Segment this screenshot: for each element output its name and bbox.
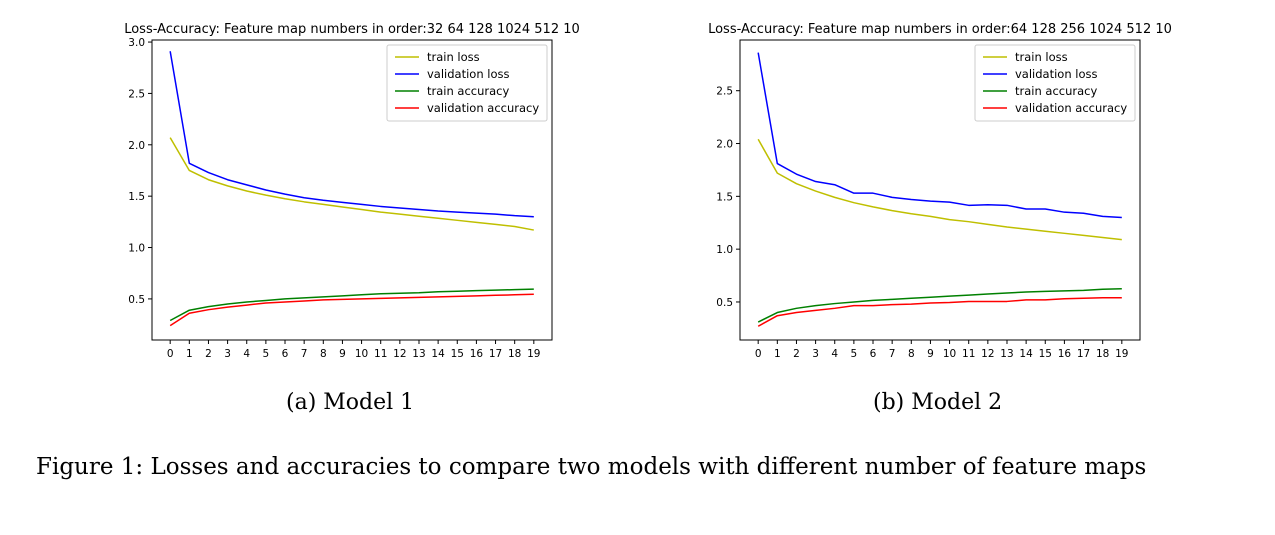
y-tick-label: 2.0	[716, 139, 733, 151]
x-tick-label: 8	[320, 348, 327, 360]
y-tick-label: 0.5	[716, 297, 733, 309]
legend-label-validation-loss: validation loss	[427, 67, 510, 81]
figure-caption: Figure 1: Losses and accuracies to compa…	[36, 454, 1147, 480]
x-tick-label: 18	[508, 348, 521, 360]
series-lines-group	[169, 51, 534, 327]
legend-label-train-loss: train loss	[427, 50, 480, 64]
series-lines-group	[757, 52, 1122, 327]
x-tick-label: 9	[927, 348, 934, 360]
x-tick-label: 17	[489, 348, 502, 360]
y-tick-label: 1.0	[128, 243, 145, 255]
x-tick-label: 5	[851, 348, 858, 360]
legend-label-validation-accuracy: validation accuracy	[1015, 101, 1127, 115]
x-tick-label: 4	[243, 348, 250, 360]
x-tick-label: 2	[793, 348, 800, 360]
x-tick-label: 0	[755, 348, 762, 360]
x-tick-label: 0	[167, 348, 174, 360]
x-tick-label: 7	[889, 348, 896, 360]
legend-label-train-accuracy: train accuracy	[1015, 84, 1098, 98]
y-tick-label: 2.5	[128, 88, 145, 100]
y-tick-label: 3.0	[128, 37, 145, 49]
y-tick-label: 1.0	[716, 244, 733, 256]
plot-frame	[739, 39, 1141, 341]
ticks-group: 0 1 2 3 4 5 6 7 8 9 10 11 12 13 14 15 16 17 18 190.51.01.52…	[128, 37, 540, 360]
x-tick-label: 8	[908, 348, 915, 360]
x-tick-label: 4	[831, 348, 838, 360]
x-tick-label: 6	[870, 348, 877, 360]
x-tick-label: 2	[205, 348, 212, 360]
y-tick-label: 0.5	[128, 294, 145, 306]
x-tick-label: 5	[263, 348, 270, 360]
x-tick-label: 13	[412, 348, 425, 360]
x-tick-label: 18	[1096, 348, 1109, 360]
x-tick-label: 1	[186, 348, 193, 360]
x-tick-label: 16	[1058, 348, 1072, 360]
subcaption-model-2: (b) Model 2	[873, 390, 1003, 415]
x-tick-label: 6	[282, 348, 289, 360]
legend: train loss validation loss train accuracy v…	[386, 44, 548, 122]
legend-box	[974, 44, 1136, 122]
x-tick-label: 3	[812, 348, 819, 360]
y-tick-label: 1.5	[716, 191, 733, 203]
series-line-train-loss	[757, 138, 1122, 241]
ticks-group: 0 1 2 3 4 5 6 7 8 9 10 11 12 13 14 15 16 17 18 190.51.01.52…	[716, 86, 1128, 360]
x-tick-label: 19	[527, 348, 540, 360]
series-line-validation-accuracy	[757, 297, 1122, 327]
chart-title: Loss-Accuracy: Feature map numbers in or…	[708, 22, 1172, 37]
series-line-validation-accuracy	[169, 293, 534, 327]
series-line-train-accuracy	[757, 288, 1122, 323]
legend-box	[386, 44, 548, 122]
subcaption-model-1: (a) Model 1	[286, 390, 415, 415]
y-tick-label: 2.0	[128, 140, 145, 152]
y-tick-label: 1.5	[128, 191, 145, 203]
legend-label-validation-accuracy: validation accuracy	[427, 101, 539, 115]
y-tick-label: 2.5	[716, 86, 733, 98]
x-tick-label: 9	[339, 348, 346, 360]
x-tick-label: 11	[962, 348, 975, 360]
x-tick-label: 1	[774, 348, 781, 360]
legend-label-validation-loss: validation loss	[1015, 67, 1098, 81]
x-tick-label: 12	[393, 348, 406, 360]
legend-label-train-accuracy: train accuracy	[427, 84, 510, 98]
x-tick-label: 14	[431, 348, 445, 360]
series-line-validation-loss	[757, 52, 1122, 219]
series-line-train-accuracy	[169, 288, 534, 322]
x-tick-label: 14	[1019, 348, 1033, 360]
x-tick-label: 15	[1039, 348, 1052, 360]
x-tick-label: 10	[943, 348, 956, 360]
x-tick-label: 17	[1077, 348, 1090, 360]
x-tick-label: 12	[981, 348, 994, 360]
x-tick-label: 15	[451, 348, 464, 360]
series-line-validation-loss	[169, 51, 534, 218]
chart-model-2: Loss-Accuracy: Feature map numbers in or…	[708, 22, 1172, 360]
x-tick-label: 3	[224, 348, 231, 360]
legend: train loss validation loss train accuracy v…	[974, 44, 1136, 122]
x-tick-label: 13	[1000, 348, 1013, 360]
x-tick-label: 19	[1115, 348, 1128, 360]
chart-model-1: Loss-Accuracy: Feature map numbers in or…	[124, 22, 580, 360]
plot-frame	[151, 39, 553, 341]
chart-title: Loss-Accuracy: Feature map numbers in or…	[124, 22, 580, 37]
x-tick-label: 11	[374, 348, 387, 360]
legend-label-train-loss: train loss	[1015, 50, 1068, 64]
series-line-train-loss	[169, 137, 534, 231]
x-tick-label: 10	[355, 348, 368, 360]
x-tick-label: 7	[301, 348, 308, 360]
x-tick-label: 16	[470, 348, 484, 360]
